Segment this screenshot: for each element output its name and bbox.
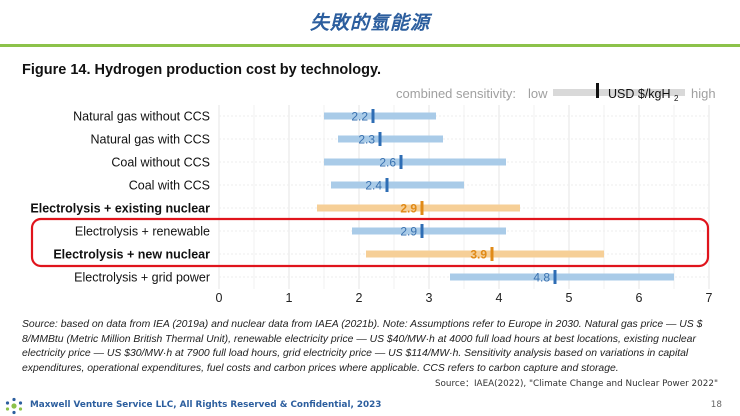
slide-title: 失敗的氫能源 [309,12,430,34]
chart-legend: combined sensitivity: low USD $/kgH 2 hi… [396,83,716,103]
value-label: 4.8 [533,271,550,285]
highlight-layer [30,217,710,268]
range-bar [317,204,520,212]
legend-low-label: low [528,86,548,101]
value-label: 2.2 [351,110,368,124]
estimate-marker [420,224,424,238]
row-label: Electrolysis + existing nuclear [30,202,210,216]
estimate-marker [420,201,424,215]
row-label: Electrolysis + new nuclear [53,248,210,262]
range-bar [324,112,436,120]
x-tick-label: 6 [636,291,643,305]
value-label: 3.9 [470,248,487,262]
legend-unit-text: USD $/kgH [608,87,671,101]
x-tick-label: 0 [216,291,223,305]
estimate-marker [385,178,389,192]
range-bar [366,250,604,258]
estimate-marker [490,247,494,261]
range-bar [331,181,464,189]
row-labels-layer: Natural gas without CCS Natural gas with … [30,110,210,285]
estimate-marker [553,270,557,284]
page-number: 18 [710,400,722,410]
legend-high-label: high [691,86,716,101]
estimate-marker [371,109,375,123]
x-axis: 0 1 2 3 4 5 6 7 [216,291,713,305]
legend-unit-subscript: 2 [674,94,679,103]
row-label: Natural gas without CCS [73,110,210,124]
row-label: Electrolysis + grid power [74,271,210,285]
highlight-box [30,217,710,268]
x-tick-label: 3 [426,291,433,305]
row-label: Natural gas with CCS [91,133,211,147]
legend-sensitivity-label: combined sensitivity: [396,86,516,101]
row-label: Coal without CCS [111,156,210,170]
value-label: 2.9 [400,225,417,239]
grid-layer [218,105,710,289]
value-label: 2.9 [400,202,417,216]
estimate-marker [378,132,382,146]
title-divider [0,44,740,47]
cost-range-chart: combined sensitivity: low USD $/kgH 2 hi… [30,83,716,305]
bars-layer: 2.2 2.3 2.6 2.4 2.9 2.9 3.9 4.8 [317,109,674,285]
range-bar [324,158,506,166]
legend-estimate-marker [596,83,599,98]
value-label: 2.6 [379,156,396,170]
row-label: Coal with CCS [129,179,210,193]
footer-copyright: Maxwell Venture Service LLC, All Rights … [30,400,382,410]
range-bar [450,273,674,281]
company-logo-icon [5,397,23,415]
x-tick-label: 2 [356,291,363,305]
source-reference: Source：IAEA(2022), "Climate Change and N… [434,379,718,389]
value-label: 2.4 [365,179,382,193]
x-tick-label: 1 [286,291,293,305]
source-note: Source: based on data from IEA (2019a) a… [22,319,703,374]
estimate-marker [399,155,403,169]
x-tick-label: 5 [566,291,573,305]
range-bar [338,135,443,143]
legend-range-bar [553,89,685,96]
legend-unit-label: USD $/kgH 2 [608,87,679,103]
figure-title: Figure 14. Hydrogen production cost by t… [22,62,382,78]
value-label: 2.3 [358,133,375,147]
x-tick-label: 7 [706,291,713,305]
x-tick-label: 4 [496,291,503,305]
range-bar [352,227,506,235]
row-label: Electrolysis + renewable [75,225,210,239]
